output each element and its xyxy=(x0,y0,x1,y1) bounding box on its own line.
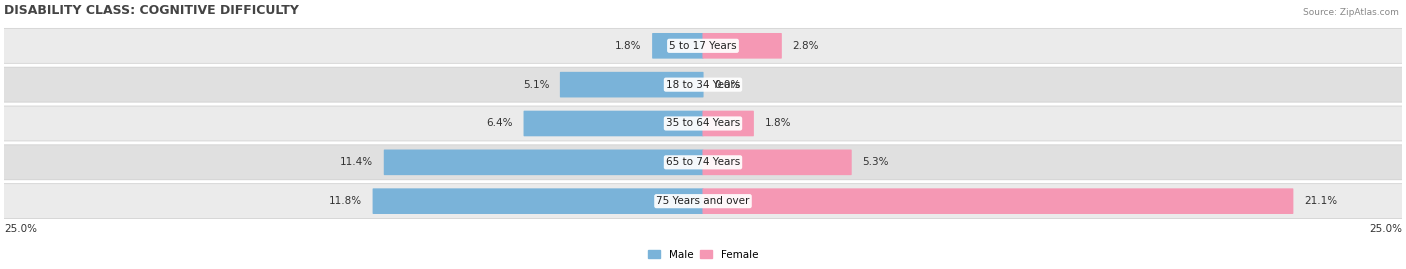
FancyBboxPatch shape xyxy=(523,111,703,136)
FancyBboxPatch shape xyxy=(3,145,1403,180)
Text: Source: ZipAtlas.com: Source: ZipAtlas.com xyxy=(1303,8,1399,17)
FancyBboxPatch shape xyxy=(703,111,754,136)
Text: 21.1%: 21.1% xyxy=(1303,196,1337,206)
Text: 75 Years and over: 75 Years and over xyxy=(657,196,749,206)
Text: 25.0%: 25.0% xyxy=(1369,224,1402,234)
Text: DISABILITY CLASS: COGNITIVE DIFFICULTY: DISABILITY CLASS: COGNITIVE DIFFICULTY xyxy=(4,4,299,17)
Text: 5.3%: 5.3% xyxy=(862,157,889,167)
Text: 1.8%: 1.8% xyxy=(765,118,792,129)
Text: 11.4%: 11.4% xyxy=(340,157,373,167)
FancyBboxPatch shape xyxy=(3,67,1403,102)
FancyBboxPatch shape xyxy=(3,28,1403,63)
FancyBboxPatch shape xyxy=(560,72,703,97)
FancyBboxPatch shape xyxy=(703,188,1294,214)
FancyBboxPatch shape xyxy=(3,106,1403,141)
Text: 2.8%: 2.8% xyxy=(793,41,818,51)
FancyBboxPatch shape xyxy=(3,184,1403,219)
Text: 1.8%: 1.8% xyxy=(614,41,641,51)
Text: 18 to 34 Years: 18 to 34 Years xyxy=(666,80,740,90)
FancyBboxPatch shape xyxy=(373,188,703,214)
Text: 25.0%: 25.0% xyxy=(4,224,37,234)
FancyBboxPatch shape xyxy=(703,150,852,175)
Text: 65 to 74 Years: 65 to 74 Years xyxy=(666,157,740,167)
Text: 5 to 17 Years: 5 to 17 Years xyxy=(669,41,737,51)
Text: 0.0%: 0.0% xyxy=(714,80,741,90)
FancyBboxPatch shape xyxy=(703,33,782,59)
Text: 5.1%: 5.1% xyxy=(523,80,550,90)
FancyBboxPatch shape xyxy=(652,33,703,59)
Text: 35 to 64 Years: 35 to 64 Years xyxy=(666,118,740,129)
Text: 6.4%: 6.4% xyxy=(486,118,513,129)
Legend: Male, Female: Male, Female xyxy=(644,245,762,264)
FancyBboxPatch shape xyxy=(384,150,703,175)
Text: 11.8%: 11.8% xyxy=(329,196,361,206)
